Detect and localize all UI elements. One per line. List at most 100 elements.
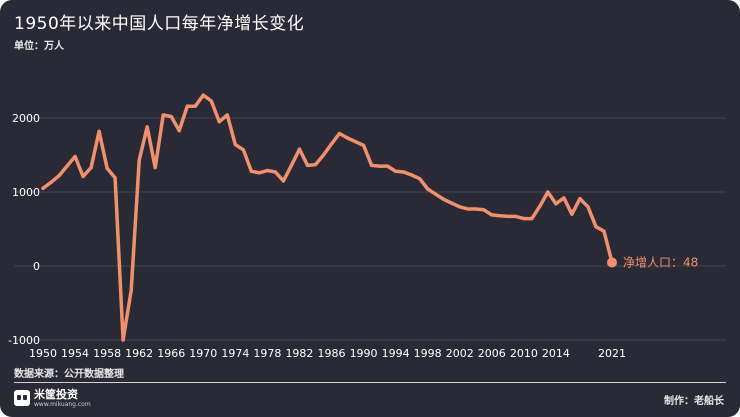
data-point bbox=[353, 140, 358, 144]
x-tick-label: 1970 bbox=[189, 347, 217, 360]
data-point bbox=[241, 148, 245, 152]
x-tick-label: 1982 bbox=[285, 347, 313, 360]
data-point bbox=[402, 170, 406, 174]
data-points bbox=[41, 93, 614, 342]
data-point bbox=[249, 169, 253, 173]
footer-divider bbox=[14, 382, 726, 383]
data-point bbox=[137, 158, 141, 162]
data-point bbox=[177, 128, 181, 133]
data-point bbox=[129, 288, 133, 293]
data-point bbox=[369, 163, 374, 167]
data-point bbox=[153, 165, 157, 170]
data-point bbox=[193, 104, 197, 108]
data-point bbox=[337, 131, 342, 136]
y-tick-label: 1000 bbox=[12, 186, 40, 199]
end-point-annotation: 净增人口：48 bbox=[623, 255, 698, 269]
x-tick-label: 1962 bbox=[125, 347, 153, 360]
data-point bbox=[442, 197, 446, 201]
brand: 米筐投资 www.mikuang.com bbox=[14, 389, 91, 409]
data-point bbox=[65, 164, 69, 168]
data-point bbox=[105, 166, 109, 170]
data-point bbox=[41, 186, 45, 190]
data-point bbox=[225, 113, 229, 117]
data-point bbox=[313, 163, 318, 167]
data-point bbox=[506, 214, 510, 219]
data-point bbox=[305, 163, 310, 167]
data-point bbox=[410, 173, 414, 177]
data-point bbox=[201, 93, 205, 97]
data-point bbox=[321, 153, 326, 157]
x-axis-ticks: 1950 1954 1958 1962 1966 1970 1974 1978 1982 1986… bbox=[29, 347, 626, 360]
x-tick-label: 1994 bbox=[382, 347, 410, 360]
x-tick-label: 1998 bbox=[414, 347, 442, 360]
x-tick-label: 2010 bbox=[510, 347, 538, 360]
data-point bbox=[265, 168, 269, 173]
x-tick-label: 1978 bbox=[253, 347, 281, 360]
data-point bbox=[81, 174, 85, 179]
x-tick-label: 1966 bbox=[157, 347, 185, 360]
data-point bbox=[121, 338, 125, 342]
x-tick-label: 1950 bbox=[29, 347, 57, 360]
data-point bbox=[522, 217, 526, 221]
data-point bbox=[345, 136, 350, 140]
x-tick-label: 1958 bbox=[93, 347, 121, 360]
data-point bbox=[145, 125, 149, 129]
data-point bbox=[594, 225, 598, 229]
x-tick-label: 2006 bbox=[478, 347, 506, 360]
data-point bbox=[281, 179, 286, 183]
data-point bbox=[474, 207, 478, 211]
data-point bbox=[257, 171, 261, 175]
data-point bbox=[361, 143, 366, 147]
y-axis-ticks: -1000 0 1000 2000 bbox=[8, 112, 40, 347]
data-point bbox=[289, 163, 294, 167]
data-point bbox=[426, 187, 430, 191]
data-point bbox=[217, 120, 221, 124]
data-point bbox=[97, 129, 101, 133]
data-point bbox=[466, 207, 470, 211]
data-point bbox=[89, 165, 93, 170]
x-tick-label: 2014 bbox=[542, 347, 570, 360]
data-point bbox=[586, 205, 590, 209]
data-point bbox=[57, 174, 61, 178]
y-tick-label: 2000 bbox=[12, 112, 40, 125]
x-tick-label: 1986 bbox=[318, 347, 346, 360]
data-point bbox=[233, 143, 237, 147]
data-point bbox=[570, 212, 574, 216]
y-tick-label: -1000 bbox=[8, 334, 40, 347]
data-point bbox=[458, 205, 462, 209]
data-point bbox=[562, 196, 566, 200]
data-point bbox=[169, 114, 173, 119]
series-line bbox=[41, 93, 614, 342]
data-point bbox=[490, 213, 494, 217]
x-tick-label: 1954 bbox=[61, 347, 89, 360]
data-point bbox=[297, 147, 302, 151]
brand-logo-icon bbox=[14, 390, 30, 406]
data-point bbox=[530, 217, 534, 221]
unit-label: 单位：万人 bbox=[14, 41, 64, 52]
data-point bbox=[161, 113, 165, 117]
data-point bbox=[386, 164, 390, 168]
data-point bbox=[514, 214, 518, 219]
brand-name: 米筐投资 bbox=[34, 388, 78, 401]
x-tick-label: 2002 bbox=[446, 347, 474, 360]
data-point bbox=[602, 229, 606, 233]
data-point bbox=[49, 180, 53, 184]
data-point bbox=[546, 190, 550, 194]
chart-title: 1950年以来中国人口每年净增长变化 bbox=[14, 14, 305, 34]
data-point bbox=[578, 197, 582, 201]
data-point bbox=[113, 176, 117, 180]
y-tick-label: 0 bbox=[33, 260, 40, 273]
data-point bbox=[209, 99, 213, 103]
data-point bbox=[394, 169, 398, 173]
brand-url: www.mikuang.com bbox=[34, 401, 91, 408]
x-tick-label: 1990 bbox=[350, 347, 378, 360]
data-point bbox=[273, 170, 278, 174]
x-tick-label: 1974 bbox=[221, 347, 249, 360]
data-point bbox=[498, 214, 502, 218]
author-credit: 制作：老船长 bbox=[664, 396, 724, 407]
data-point bbox=[377, 164, 382, 168]
x-tick-label: 2021 bbox=[598, 347, 626, 360]
data-point bbox=[482, 208, 486, 212]
